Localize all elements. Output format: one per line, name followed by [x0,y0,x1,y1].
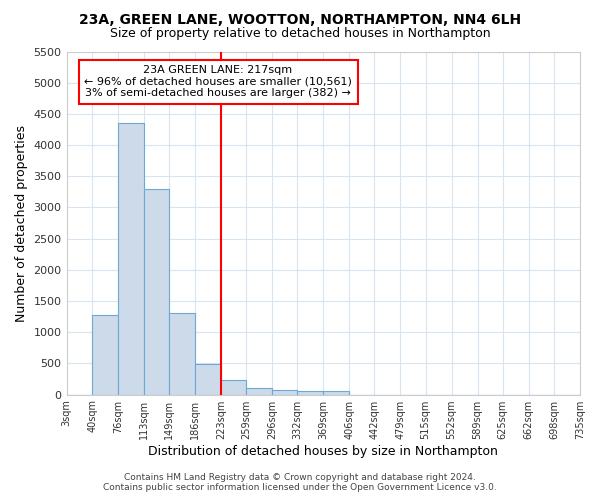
Text: Contains HM Land Registry data © Crown copyright and database right 2024.
Contai: Contains HM Land Registry data © Crown c… [103,473,497,492]
Bar [169,314,195,394]
X-axis label: Distribution of detached houses by size in Northampton: Distribution of detached houses by size … [148,444,498,458]
Bar [92,316,118,394]
Bar [272,390,298,394]
Bar [221,380,246,394]
Bar [298,392,323,394]
Bar [118,123,144,394]
Bar [195,364,221,394]
Bar [144,188,169,394]
Text: 23A GREEN LANE: 217sqm
← 96% of detached houses are smaller (10,561)
3% of semi-: 23A GREEN LANE: 217sqm ← 96% of detached… [84,65,352,98]
Bar [246,388,272,394]
Bar [323,392,349,394]
Y-axis label: Number of detached properties: Number of detached properties [15,124,28,322]
Text: 23A, GREEN LANE, WOOTTON, NORTHAMPTON, NN4 6LH: 23A, GREEN LANE, WOOTTON, NORTHAMPTON, N… [79,12,521,26]
Text: Size of property relative to detached houses in Northampton: Size of property relative to detached ho… [110,28,490,40]
